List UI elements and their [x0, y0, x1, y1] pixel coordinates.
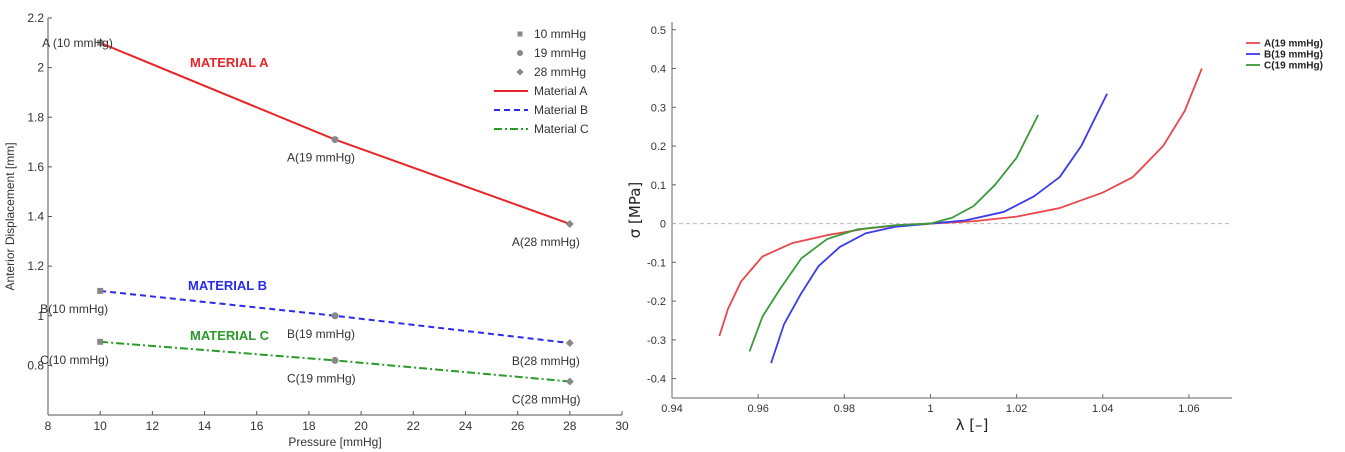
legend-label: C(19 mmHg) — [1264, 61, 1323, 72]
y-tick-label: -0.3 — [647, 335, 666, 347]
x-axis-title: λ [–] — [956, 416, 989, 434]
data-point — [565, 377, 574, 386]
y-tick-label: 1 — [37, 309, 44, 323]
x-tick-label: 26 — [511, 419, 525, 433]
y-tick-label: 2 — [37, 61, 44, 75]
data-point — [97, 338, 104, 345]
x-tick-label: 14 — [198, 419, 212, 433]
legend-marker — [516, 68, 524, 76]
point-label: B(10 mmHg) — [40, 302, 108, 316]
data-point — [565, 339, 574, 348]
y-tick-label: 1.2 — [27, 259, 44, 273]
point-label: B(28 mmHg) — [512, 354, 580, 368]
y-tick-label: -0.4 — [647, 374, 666, 386]
series-line-c — [748, 114, 1039, 352]
y-axis-title: σ [MPa] — [626, 182, 644, 238]
x-tick-label: 1.06 — [1178, 403, 1199, 415]
legend-label: A(19 mmHg) — [1264, 39, 1323, 50]
x-tick-label: 0.94 — [661, 403, 682, 415]
chart-left: 8 10 12 14 16 18 20 22 24 26 28 30 0.8 1 1.2 1.4 1.6 1.8 2… — [3, 11, 629, 449]
y-tick-label: 0.4 — [651, 64, 666, 76]
y-tick-label: 0.5 — [651, 25, 666, 37]
point-label: C(28 mmHg) — [512, 393, 581, 407]
x-tick-label: 30 — [615, 419, 629, 433]
x-tick-label: 20 — [354, 419, 368, 433]
x-tick-label: 22 — [407, 419, 421, 433]
legend-label: B(19 mmHg) — [1264, 50, 1323, 61]
x-axis-title: Pressure [mmHg] — [288, 435, 381, 449]
data-point — [331, 136, 339, 144]
series-line-a — [718, 68, 1203, 337]
y-tick-label: 2.2 — [27, 11, 44, 25]
material-annotation: MATERIAL B — [188, 278, 267, 293]
point-label: B(19 mmHg) — [287, 327, 355, 341]
chart-right: 0.94 0.96 0.98 1 1.02 1.04 1.06 -0.4 -0.3 -0.2 -0.… — [626, 22, 1323, 434]
data-point — [331, 356, 339, 364]
y-tick-label: 0.2 — [651, 141, 666, 153]
point-label: A(19 mmHg) — [287, 151, 355, 165]
y-tick-label: -0.2 — [647, 296, 666, 308]
x-tick-label: 1.02 — [1006, 403, 1027, 415]
x-tick-label: 10 — [94, 419, 108, 433]
point-label: A (10 mmHg) — [42, 36, 113, 50]
point-label: A(28 mmHg) — [512, 235, 580, 249]
y-tick-label: 1.6 — [27, 160, 44, 174]
legend-label: Material A — [534, 84, 587, 98]
y-tick-label: -0.1 — [647, 257, 666, 269]
x-tick-label: 12 — [146, 419, 160, 433]
x-tick-label: 1 — [927, 403, 933, 415]
material-annotation: MATERIAL A — [190, 55, 269, 70]
series-line-b — [770, 93, 1108, 364]
data-point — [97, 39, 104, 46]
x-tick-label: 0.98 — [834, 403, 855, 415]
y-tick-label: 1.4 — [27, 210, 44, 224]
data-point — [565, 219, 574, 228]
x-tick-label: 18 — [302, 419, 316, 433]
y-tick-label: 0.1 — [651, 180, 666, 192]
data-point — [97, 287, 104, 294]
x-tick-label: 0.96 — [747, 403, 768, 415]
legend-label: Material B — [534, 103, 588, 117]
x-tick-label: 24 — [459, 419, 473, 433]
legend-label: 28 mmHg — [534, 65, 586, 79]
point-label: C(19 mmHg) — [287, 371, 356, 385]
x-tick-label: 16 — [250, 419, 264, 433]
x-tick-label: 28 — [563, 419, 577, 433]
y-tick-label: 0 — [660, 219, 666, 231]
series-line-material-b — [100, 289, 570, 345]
legend-marker — [517, 50, 523, 56]
y-tick-label: 1.8 — [27, 110, 44, 124]
series-line-material-a — [99, 41, 571, 225]
y-tick-label: 0.3 — [651, 102, 666, 114]
legend-label: Material C — [534, 122, 589, 136]
y-axis-title: Anterior Displacement [mm] — [3, 142, 17, 290]
legend-label: 19 mmHg — [534, 46, 586, 60]
x-tick-label: 1.04 — [1092, 403, 1113, 415]
legend-marker — [517, 31, 523, 37]
point-label: C(10 mmHg) — [40, 353, 109, 367]
legend-label: 10 mmHg — [534, 27, 586, 41]
y-tick-label: 0.8 — [27, 358, 44, 372]
data-point — [331, 312, 339, 320]
x-tick-label: 8 — [45, 419, 52, 433]
material-annotation: MATERIAL C — [190, 328, 270, 343]
